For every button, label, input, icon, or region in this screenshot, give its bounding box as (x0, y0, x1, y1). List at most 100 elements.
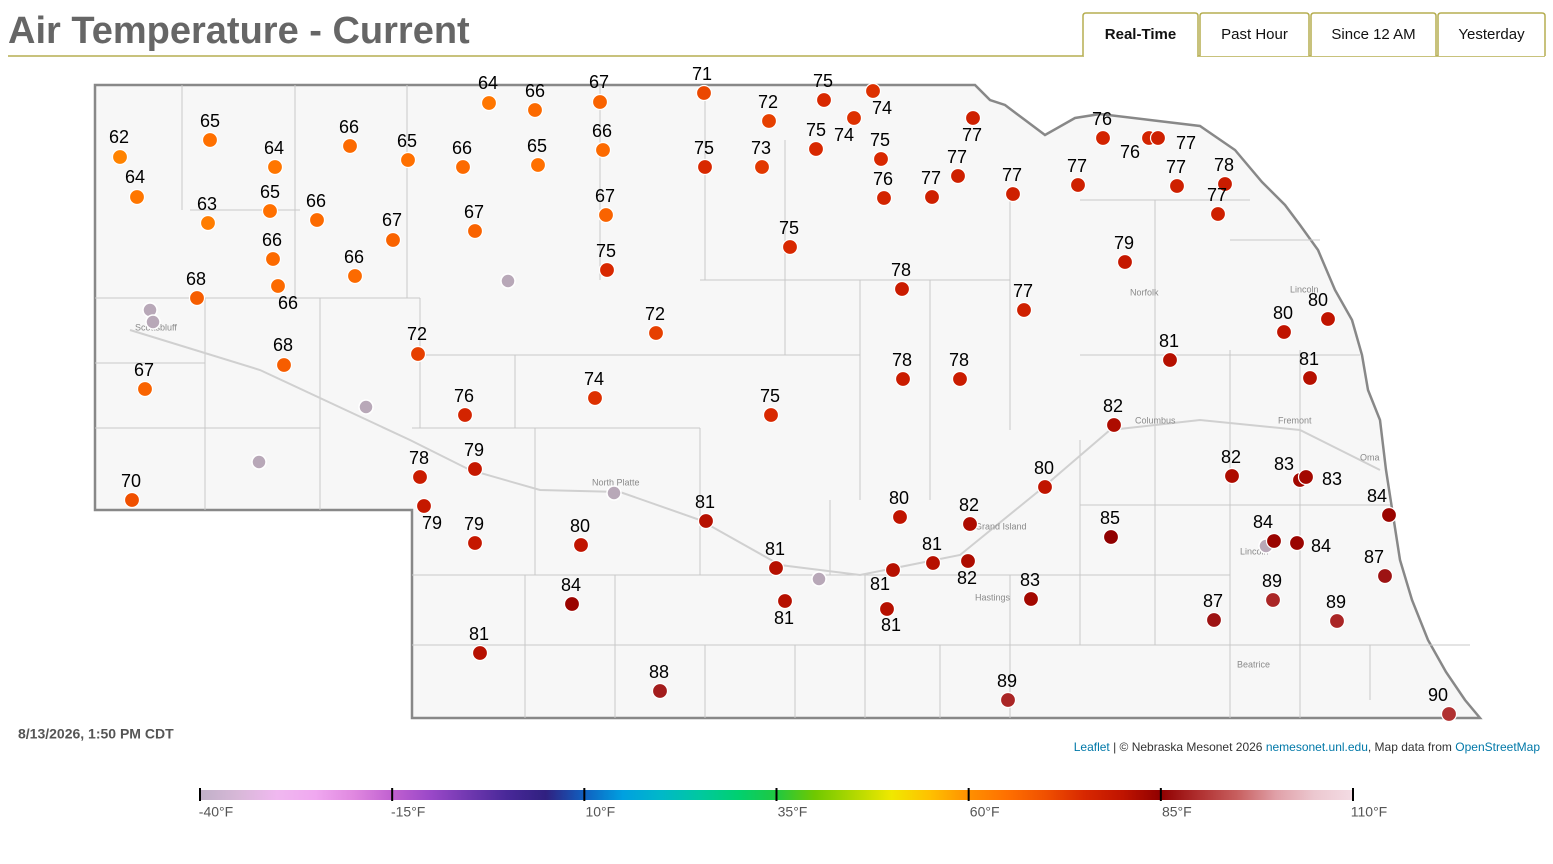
tab-label[interactable]: Past Hour (1221, 26, 1288, 43)
station-dot[interactable] (695, 84, 713, 102)
station-dot[interactable] (563, 595, 581, 613)
tab-label[interactable]: Since 12 AM (1331, 26, 1415, 43)
station-dot[interactable] (845, 109, 863, 127)
station-dot[interactable] (466, 534, 484, 552)
station-dot[interactable] (199, 214, 217, 232)
station-dot[interactable] (341, 137, 359, 155)
station-dot[interactable] (884, 561, 902, 579)
station-dot[interactable] (188, 289, 206, 307)
station-dot[interactable] (1105, 416, 1123, 434)
station-dot[interactable] (1022, 590, 1040, 608)
tab[interactable]: Real-Time (1082, 12, 1199, 58)
attr-osm[interactable]: OpenStreetMap (1455, 740, 1540, 754)
station-dot[interactable] (594, 141, 612, 159)
station-dot[interactable] (409, 345, 427, 363)
station-dot[interactable] (893, 280, 911, 298)
station-dot[interactable] (529, 156, 547, 174)
station-dot[interactable] (275, 356, 293, 374)
station-dot[interactable] (1440, 705, 1458, 723)
station-dot[interactable] (924, 554, 942, 572)
station-dot[interactable] (1069, 176, 1087, 194)
station-dot[interactable] (1015, 301, 1033, 319)
station-dot[interactable] (261, 202, 279, 220)
station-dot[interactable] (346, 267, 364, 285)
station-dot[interactable] (201, 131, 219, 149)
station-dot[interactable] (1209, 205, 1227, 223)
station-dot[interactable] (961, 515, 979, 533)
station-dot[interactable] (753, 158, 771, 176)
station-dot[interactable] (454, 158, 472, 176)
station-dot[interactable] (1036, 478, 1054, 496)
station-dot[interactable] (480, 94, 498, 112)
station-dot[interactable] (111, 148, 129, 166)
station-dot[interactable] (807, 140, 825, 158)
station-dot[interactable] (1380, 506, 1398, 524)
station-dot[interactable] (923, 188, 941, 206)
tab-label[interactable]: Real-Time (1105, 26, 1176, 43)
station-dot[interactable] (466, 460, 484, 478)
station-dot[interactable] (1094, 129, 1112, 147)
station-dot[interactable] (136, 380, 154, 398)
tab[interactable]: Past Hour (1199, 12, 1310, 56)
station-dot[interactable] (266, 158, 284, 176)
station-dot[interactable] (308, 211, 326, 229)
station-dot[interactable] (760, 112, 778, 130)
station-dot[interactable] (1275, 323, 1293, 341)
station-dot[interactable] (878, 600, 896, 618)
station-dot[interactable] (1149, 129, 1167, 147)
station-dot[interactable] (1301, 369, 1319, 387)
station-dot[interactable] (384, 231, 402, 249)
station-dot[interactable] (586, 389, 604, 407)
station-dot[interactable] (1216, 175, 1234, 193)
station-dot[interactable] (471, 644, 489, 662)
station-dot[interactable] (415, 497, 433, 515)
station-dot[interactable] (864, 82, 882, 100)
station-dot[interactable] (466, 222, 484, 240)
station-dot[interactable] (597, 206, 615, 224)
station-dot[interactable] (1116, 253, 1134, 271)
station-dot[interactable] (949, 167, 967, 185)
station-dot[interactable] (128, 188, 146, 206)
station-dot[interactable] (399, 151, 417, 169)
station-dot[interactable] (1004, 185, 1022, 203)
station-dot[interactable] (651, 682, 669, 700)
tab-label[interactable]: Yesterday (1458, 26, 1525, 43)
station-dot[interactable] (999, 691, 1017, 709)
station-dot[interactable] (1264, 591, 1282, 609)
station-dot[interactable] (762, 406, 780, 424)
station-dot[interactable] (1319, 310, 1337, 328)
station-dot[interactable] (875, 189, 893, 207)
station-dot[interactable] (872, 150, 890, 168)
station-dot[interactable] (647, 324, 665, 342)
station-dot[interactable] (1161, 351, 1179, 369)
station-dot[interactable] (572, 536, 590, 554)
station-dot[interactable] (1205, 611, 1223, 629)
attr-link[interactable]: Leaflet (1074, 740, 1111, 754)
station-dot[interactable] (1376, 567, 1394, 585)
station-dot[interactable] (1288, 534, 1306, 552)
station-dot[interactable] (697, 512, 715, 530)
station-dot[interactable] (781, 238, 799, 256)
station-dot[interactable] (591, 93, 609, 111)
station-dot[interactable] (598, 261, 616, 279)
station-dot[interactable] (959, 552, 977, 570)
station-dot[interactable] (1168, 177, 1186, 195)
station-dot[interactable] (894, 370, 912, 388)
station-dot[interactable] (815, 91, 833, 109)
station-dot[interactable] (269, 277, 287, 295)
station-dot[interactable] (456, 406, 474, 424)
station-dot[interactable] (964, 109, 982, 127)
tab[interactable]: Since 12 AM (1310, 12, 1437, 56)
station-dot[interactable] (411, 468, 429, 486)
attr-site[interactable]: nemesonet.unl.edu (1266, 740, 1368, 754)
station-dot[interactable] (1265, 532, 1283, 550)
tab[interactable]: Yesterday (1437, 12, 1546, 56)
station-dot[interactable] (767, 559, 785, 577)
station-dot[interactable] (696, 158, 714, 176)
station-dot[interactable] (1223, 467, 1241, 485)
station-dot[interactable] (123, 491, 141, 509)
station-dot[interactable] (1102, 528, 1120, 546)
station-dot[interactable] (776, 592, 794, 610)
station-dot[interactable] (951, 370, 969, 388)
station-dot[interactable] (264, 250, 282, 268)
